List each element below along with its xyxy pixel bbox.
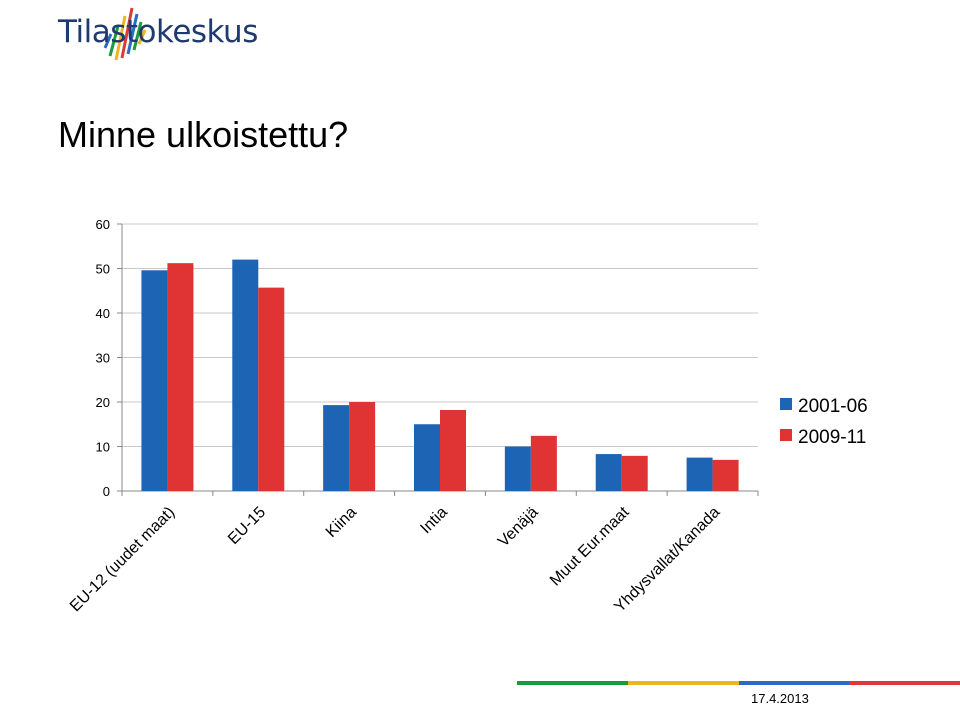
footer-stripe (849, 681, 960, 685)
bar (504, 446, 531, 491)
y-tick-label: 20 (96, 395, 110, 410)
x-tick-label: EU-12 (uudet maat) (67, 504, 178, 615)
x-tick-label: EU-15 (225, 504, 269, 548)
legend-label: 2009-11 (798, 427, 866, 448)
footer-stripe (738, 681, 850, 685)
y-tick-label: 30 (96, 351, 110, 366)
logo-text: Tilastokeskus (58, 14, 258, 50)
bar (530, 435, 557, 491)
y-tick-label: 60 (96, 217, 110, 232)
bar (258, 287, 285, 491)
bar (440, 410, 466, 491)
x-tick-label: Kiina (323, 504, 360, 541)
footer-stripe (517, 681, 628, 685)
bar (621, 455, 648, 491)
y-tick-label: 40 (96, 306, 110, 321)
bar (323, 405, 350, 491)
bar (349, 402, 376, 491)
y-tick-label: 0 (103, 484, 110, 499)
legend-swatch (780, 398, 792, 410)
footer-stripes (517, 681, 960, 685)
legend-swatch (780, 429, 792, 441)
footer-stripe (627, 681, 739, 685)
footer-date: 17.4.2013 (751, 691, 809, 706)
bar (414, 424, 440, 491)
bar (686, 457, 713, 491)
x-tick-label: Yhdysvallat/Kanada (611, 504, 723, 616)
bar (141, 270, 168, 491)
slide-title: Minne ulkoistettu? (58, 114, 349, 155)
x-tick-label: Muut Eur.maat (547, 503, 633, 589)
x-tick-label: Venäjä (495, 504, 542, 551)
y-tick-label: 10 (96, 440, 110, 455)
bar (712, 459, 739, 491)
bar (167, 263, 194, 491)
y-tick-label: 50 (96, 262, 110, 277)
bar (595, 454, 622, 491)
tilastokeskus-logo-icon (103, 7, 147, 61)
legend-label: 2001-06 (798, 396, 868, 417)
x-tick-label: Intia (417, 504, 450, 537)
bar (232, 259, 259, 491)
